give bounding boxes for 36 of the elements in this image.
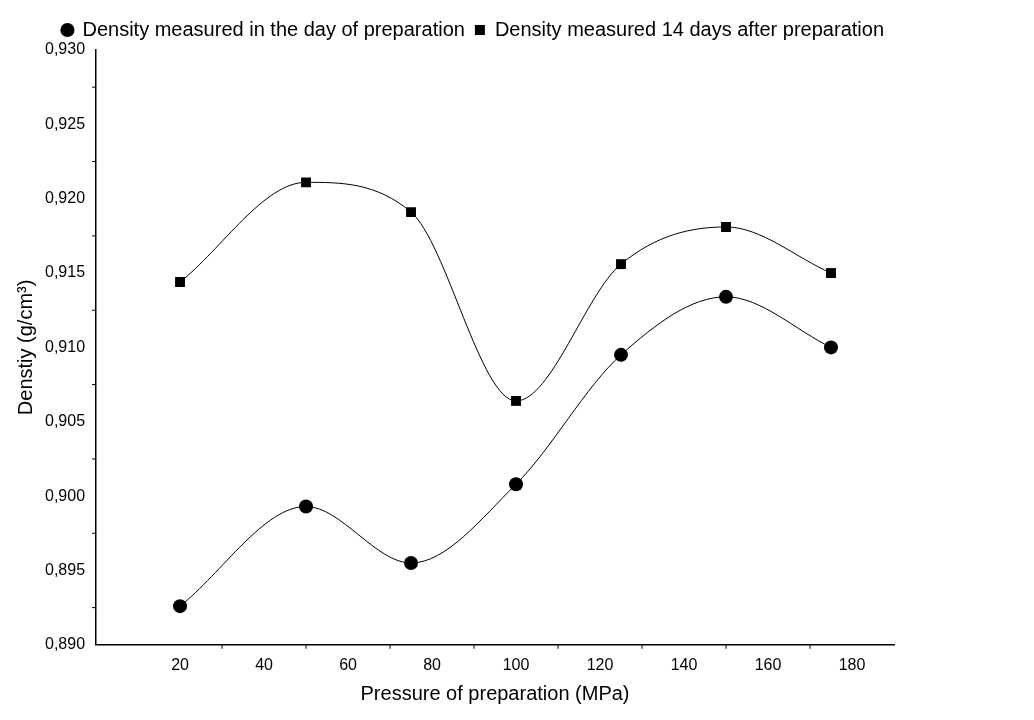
y-tick-label: 0,915 bbox=[44, 263, 86, 281]
x-tick-label: 100 bbox=[502, 655, 530, 673]
point bbox=[299, 499, 314, 514]
point bbox=[173, 599, 188, 614]
y-tick-label: 0,905 bbox=[44, 412, 86, 430]
x-tick-label: 180 bbox=[838, 655, 866, 673]
point bbox=[509, 477, 524, 492]
point bbox=[719, 289, 734, 304]
y-tick-label: 0,900 bbox=[44, 486, 86, 504]
x-tick-label: 160 bbox=[754, 655, 782, 673]
point bbox=[301, 177, 311, 188]
x-axis-title: Pressure of preparation (MPa) bbox=[360, 681, 630, 704]
point bbox=[404, 556, 419, 571]
y-tick-label: 0,910 bbox=[44, 337, 86, 355]
x-tick-label: 60 bbox=[339, 655, 358, 673]
point bbox=[721, 222, 731, 232]
point bbox=[824, 340, 838, 355]
legend-label: Density measured 14 days after preparation bbox=[494, 17, 885, 40]
x-tick-label: 140 bbox=[670, 655, 698, 673]
x-tick-label: 20 bbox=[171, 655, 190, 673]
y-axis-title: Denstiy (g/cm³) bbox=[13, 279, 36, 416]
x-tick-label: 120 bbox=[586, 655, 614, 673]
y-tick-label: 0,930 bbox=[44, 40, 86, 58]
point bbox=[511, 395, 521, 406]
point bbox=[826, 268, 836, 278]
y-tick-label: 0,895 bbox=[44, 560, 86, 578]
y-tick-label: 0,920 bbox=[44, 189, 86, 207]
point bbox=[614, 347, 629, 362]
point bbox=[406, 207, 416, 218]
x-tick-label: 80 bbox=[423, 655, 442, 673]
x-tick-label: 40 bbox=[255, 655, 274, 673]
point bbox=[175, 277, 185, 287]
y-tick-label: 0,890 bbox=[44, 635, 86, 653]
point bbox=[616, 259, 626, 270]
y-tick-label: 0,925 bbox=[44, 114, 86, 132]
legend-label: Density measured in the day of preparation bbox=[82, 17, 465, 40]
